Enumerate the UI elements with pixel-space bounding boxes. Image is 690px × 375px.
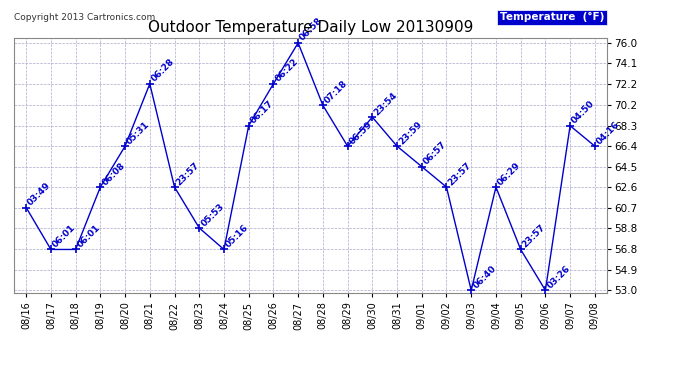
Text: 06:29: 06:29 (496, 160, 522, 187)
Text: 04:16: 04:16 (595, 120, 622, 146)
Text: 06:17: 06:17 (248, 99, 275, 126)
Text: 06:57: 06:57 (422, 140, 448, 166)
Text: 05:31: 05:31 (125, 120, 152, 146)
Text: 23:54: 23:54 (373, 90, 399, 117)
Text: 06:58: 06:58 (298, 16, 325, 43)
Text: 06:28: 06:28 (150, 57, 177, 84)
Text: 23:57: 23:57 (446, 160, 473, 187)
Text: 23:57: 23:57 (521, 223, 547, 249)
Text: 06:01: 06:01 (51, 223, 77, 249)
Text: 05:16: 05:16 (224, 223, 250, 249)
Text: 03:49: 03:49 (26, 181, 53, 207)
Text: Copyright 2013 Cartronics.com: Copyright 2013 Cartronics.com (14, 13, 155, 22)
Text: 04:50: 04:50 (570, 99, 597, 126)
Text: 03:26: 03:26 (545, 264, 572, 290)
Text: 06:59: 06:59 (348, 120, 374, 146)
Text: 23:59: 23:59 (397, 120, 424, 146)
Text: 06:22: 06:22 (273, 57, 300, 84)
Title: Outdoor Temperature Daily Low 20130909: Outdoor Temperature Daily Low 20130909 (148, 20, 473, 35)
Text: 06:40: 06:40 (471, 264, 497, 290)
Text: 06:01: 06:01 (76, 223, 102, 249)
Text: 07:18: 07:18 (323, 79, 349, 105)
Text: Temperature  (°F): Temperature (°F) (500, 12, 604, 22)
Text: 06:08: 06:08 (100, 160, 127, 187)
Text: 05:53: 05:53 (199, 201, 226, 228)
Text: 23:57: 23:57 (175, 160, 201, 187)
